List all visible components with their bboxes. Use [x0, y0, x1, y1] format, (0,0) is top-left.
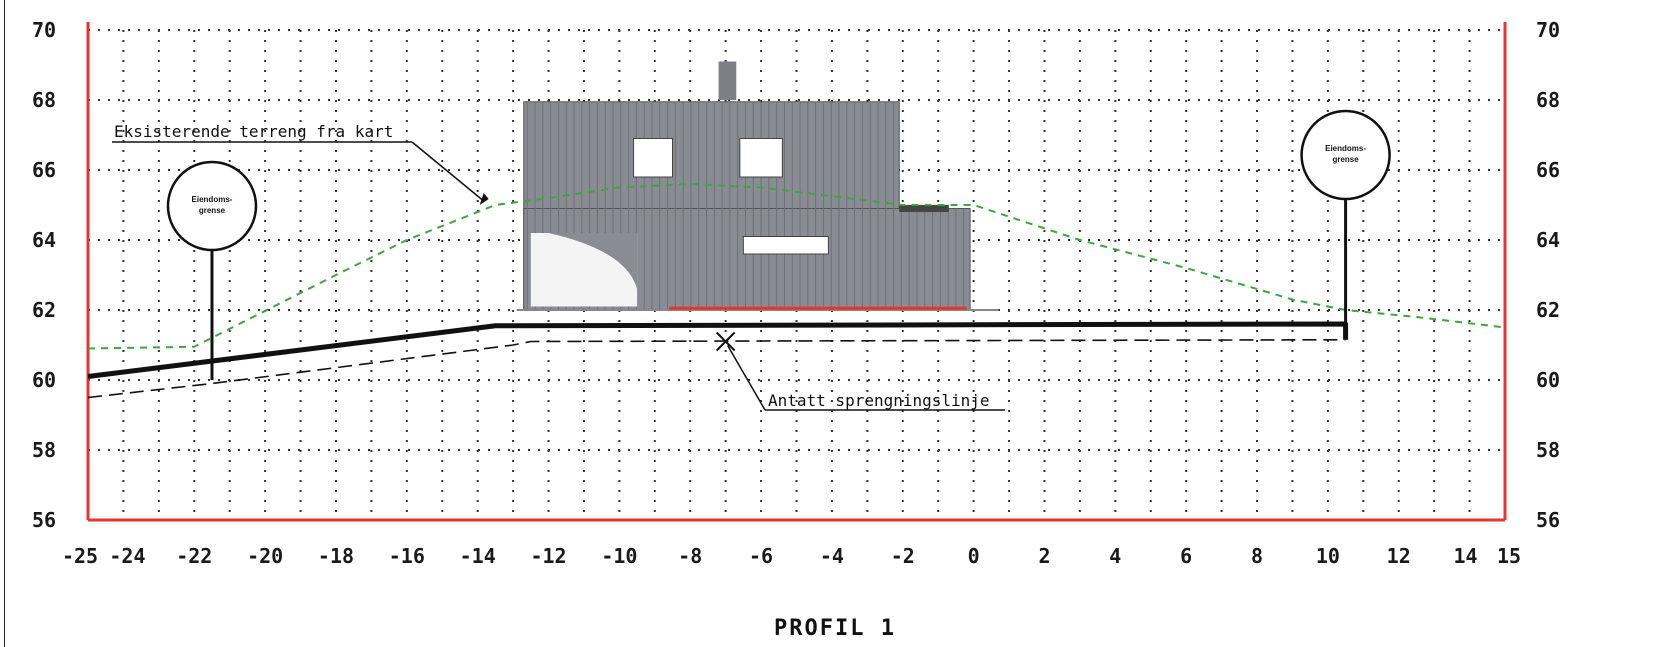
y-tick-label-left: 62: [32, 298, 56, 322]
y-tick-label-left: 66: [32, 158, 56, 182]
x-tick-label: -25: [62, 544, 98, 568]
x-tick-label: 4: [1109, 544, 1121, 568]
annotation-blast-label: Antatt sprengningslinje: [768, 391, 990, 410]
property-boundary-label: Eiendoms-: [192, 195, 233, 204]
roof-edge: [899, 205, 949, 212]
property-boundary-label: grense: [1332, 155, 1359, 164]
profile-title: PROFIL 1: [774, 616, 896, 641]
x-tick-label: -24: [109, 544, 145, 568]
x-tick-label: 14: [1454, 544, 1478, 568]
garage-shadow: [548, 233, 638, 289]
y-tick-label-right: 62: [1536, 298, 1560, 322]
y-tick-label-left: 58: [32, 438, 56, 462]
x-tick-label: -10: [601, 544, 637, 568]
window-lower: [742, 236, 829, 255]
y-tick-label-right: 64: [1536, 228, 1560, 252]
y-tick-label-left: 56: [32, 508, 56, 532]
y-tick-label-right: 60: [1536, 368, 1560, 392]
y-tick-label-right: 68: [1536, 88, 1560, 112]
x-tick-label: 6: [1180, 544, 1192, 568]
x-tick-label: -16: [389, 544, 425, 568]
x-tick-label: -12: [530, 544, 566, 568]
x-tick-label: 0: [968, 544, 980, 568]
y-tick-label-right: 70: [1536, 18, 1560, 42]
x-tick-label: -22: [176, 544, 212, 568]
x-tick-label: 2: [1038, 544, 1050, 568]
annotation-layer: Eksisterende terreng fra kart Antatt spre…: [112, 122, 1005, 411]
x-tick-label: -8: [678, 544, 702, 568]
boundary-layer: Eiendoms-grense Eiendoms-grense: [166, 109, 1391, 380]
blasting-line: [87, 338, 1346, 399]
x-tick-label: -2: [891, 544, 915, 568]
x-tick-label: -18: [318, 544, 354, 568]
x-tick-label: 8: [1251, 544, 1263, 568]
planned-ground-line: [87, 321, 1349, 379]
y-tick-label-left: 60: [32, 368, 56, 392]
y-tick-label-left: 68: [32, 88, 56, 112]
y-tick-label-left: 64: [32, 228, 56, 252]
property-boundary-circle: [166, 160, 258, 252]
x-tick-label: 12: [1387, 544, 1411, 568]
chimney: [718, 61, 737, 100]
x-tick-label: -6: [749, 544, 773, 568]
frame-layer: [86, 22, 1507, 522]
x-marker: [715, 331, 736, 352]
annotation-terrain-arrow: [479, 193, 489, 205]
x-tick-label: -4: [820, 544, 844, 568]
window-upper-right: [739, 138, 783, 178]
y-tick-label-right: 66: [1536, 158, 1560, 182]
series-layer: [87, 183, 1506, 399]
annotation-terrain-leader: [411, 141, 485, 202]
y-tick-label-right: 56: [1536, 508, 1560, 532]
x-tick-label: 10: [1316, 544, 1340, 568]
house-elevation: [516, 61, 999, 311]
x-tick-label: -14: [460, 544, 496, 568]
y-tick-label-right: 58: [1536, 438, 1560, 462]
property-boundary-label: Eiendoms-: [1325, 144, 1366, 153]
page-border: [4, 0, 5, 647]
property-boundary-label: grense: [199, 206, 226, 215]
x-tick-label: -20: [247, 544, 283, 568]
window-upper-left: [633, 138, 674, 178]
x-tick-label: 15: [1497, 544, 1521, 568]
annotation-terrain-label: Eksisterende terreng fra kart: [114, 122, 393, 141]
y-tick-label-left: 70: [32, 18, 56, 42]
existing-terrain-line: [87, 183, 1506, 350]
annotation-blast-leader: [727, 345, 766, 411]
property-boundary-circle: [1300, 109, 1391, 201]
